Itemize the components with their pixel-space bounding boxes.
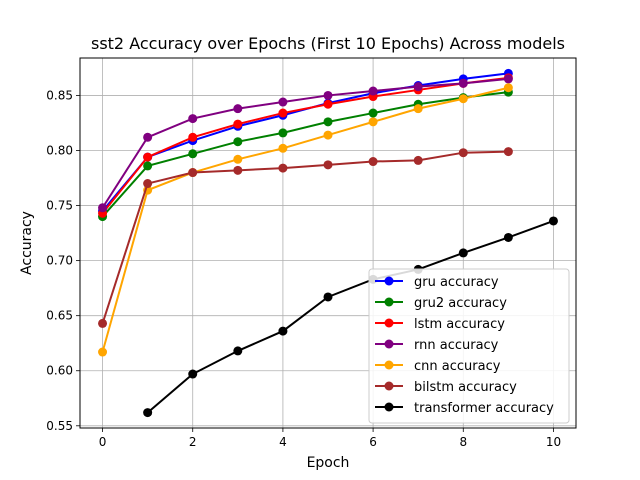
x-tick-label: 8 [459, 435, 467, 449]
lstm-accuracy-line [101, 76, 509, 214]
transformer-accuracy-point [503, 232, 513, 242]
gru2-accuracy-line [101, 91, 509, 218]
y-axis-label: Accuracy [19, 211, 35, 275]
series-rnn-accuracy [98, 74, 513, 213]
lstm-accuracy-point [233, 119, 243, 129]
bilstm-accuracy-point [188, 168, 198, 178]
rnn-accuracy-point [143, 132, 153, 142]
lstm-accuracy-point [143, 152, 153, 162]
legend-label: gru accuracy [414, 275, 499, 290]
legend-label: bilstm accuracy [414, 380, 517, 395]
rnn-accuracy-point [233, 104, 243, 114]
lstm-accuracy-point [323, 99, 333, 109]
y-tick-label: 0.80 [46, 144, 73, 158]
legend-label: lstm accuracy [414, 317, 505, 332]
legend-marker [384, 402, 394, 412]
x-tick-label: 6 [369, 435, 377, 449]
legend-label: cnn accuracy [414, 359, 501, 374]
legend-marker [384, 297, 394, 307]
legend-item: rnn accuracy [375, 338, 499, 353]
lstm-accuracy-point [278, 108, 288, 118]
bilstm-accuracy-point [458, 148, 468, 158]
transformer-accuracy-point [548, 216, 558, 226]
cnn-accuracy-point [323, 130, 333, 140]
legend-item: cnn accuracy [375, 359, 501, 374]
bilstm-accuracy-point [413, 155, 423, 165]
legend-item: transformer accuracy [375, 401, 554, 416]
rnn-accuracy-point [278, 97, 288, 107]
bilstm-accuracy-line [101, 150, 509, 324]
bilstm-accuracy-point [503, 147, 513, 157]
legend-marker [384, 318, 394, 328]
rnn-accuracy-point [458, 78, 468, 88]
y-tick-label: 0.70 [46, 254, 73, 268]
rnn-accuracy-point [98, 203, 108, 213]
cnn-accuracy-point [458, 94, 468, 104]
legend: gru accuracy gru2 accuracy lstm accuracy rn… [368, 268, 570, 424]
bilstm-accuracy-point [233, 165, 243, 175]
rnn-accuracy-point [188, 114, 198, 124]
transformer-accuracy-point [458, 248, 468, 258]
series-bilstm-accuracy [98, 147, 513, 328]
gru2-accuracy-point [368, 108, 378, 118]
rnn-accuracy-line [101, 77, 509, 209]
gru2-accuracy-point [188, 149, 198, 159]
rnn-accuracy-point [323, 90, 333, 100]
y-tick-label: 0.75 [46, 199, 73, 213]
bilstm-accuracy-point [98, 318, 108, 328]
transformer-accuracy-line [146, 220, 554, 414]
x-tick-label: 10 [546, 435, 561, 449]
plot-frame [79, 57, 577, 429]
cnn-accuracy-point [98, 347, 108, 357]
legend-item: bilstm accuracy [375, 380, 517, 395]
cnn-accuracy-line [101, 86, 509, 353]
rnn-accuracy-point [368, 86, 378, 96]
axes: 0 2 4 6 8 10 0.55 0.60 0.65 0.70 0.75 0.80 0.85 [46, 88, 561, 449]
rnn-accuracy-point [413, 82, 423, 92]
bilstm-accuracy-point [143, 179, 153, 189]
legend-item: gru2 accuracy [375, 296, 507, 311]
rnn-accuracy-point [503, 74, 513, 84]
gru2-accuracy-point [278, 128, 288, 138]
y-tick-label: 0.60 [46, 364, 73, 378]
transformer-accuracy-point [323, 292, 333, 302]
x-tick-label: 2 [189, 435, 197, 449]
x-axis-label: Epoch [307, 455, 350, 471]
legend-label: transformer accuracy [414, 401, 554, 416]
legend-marker [384, 276, 394, 286]
gru2-accuracy-point [323, 117, 333, 127]
transformer-accuracy-point [278, 326, 288, 336]
legend-marker [384, 360, 394, 370]
legend-box [368, 268, 570, 424]
cnn-accuracy-point [503, 83, 513, 93]
cnn-accuracy-point [233, 154, 243, 164]
x-tick-label: 4 [279, 435, 287, 449]
transformer-accuracy-point [188, 369, 198, 379]
transformer-accuracy-point [233, 346, 243, 356]
cnn-accuracy-point [368, 117, 378, 127]
chart-title: sst2 Accuracy over Epochs (First 10 Epoc… [91, 34, 565, 53]
legend-label: rnn accuracy [414, 338, 499, 353]
cnn-accuracy-point [278, 143, 288, 153]
bilstm-accuracy-point [368, 157, 378, 167]
series-layer [98, 68, 558, 418]
x-tick-label: 0 [99, 435, 107, 449]
y-tick-label: 0.85 [46, 88, 73, 102]
legend-marker [384, 381, 394, 391]
legend-item: gru accuracy [375, 275, 499, 290]
transformer-accuracy-point [143, 408, 153, 418]
series-lstm-accuracy [98, 73, 513, 218]
legend-item: lstm accuracy [375, 317, 505, 332]
gru2-accuracy-point [233, 137, 243, 147]
gru2-accuracy-point [143, 161, 153, 171]
bilstm-accuracy-point [278, 163, 288, 173]
lstm-accuracy-point [188, 132, 198, 142]
y-tick-label: 0.55 [46, 419, 73, 433]
y-tick-label: 0.65 [46, 309, 73, 323]
bilstm-accuracy-point [323, 160, 333, 170]
cnn-accuracy-point [413, 104, 423, 114]
legend-marker [384, 339, 394, 349]
legend-label: gru2 accuracy [414, 296, 507, 311]
